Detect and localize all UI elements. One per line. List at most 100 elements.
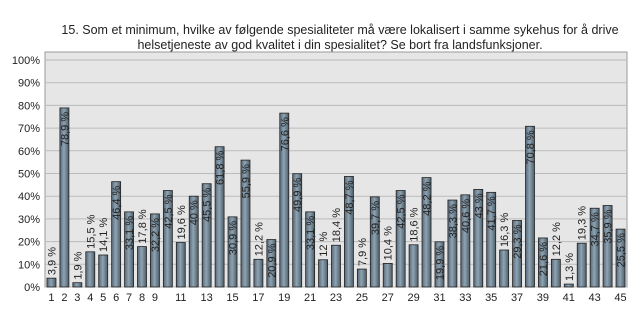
value-label: 18,4 %	[331, 208, 343, 242]
value-label: 41,7 %	[486, 196, 498, 230]
x-tick-label: 31	[433, 292, 445, 304]
y-tick-label: 60%	[18, 146, 40, 158]
bar	[137, 246, 147, 288]
x-tick-label: 3	[74, 292, 80, 304]
bar	[253, 258, 264, 288]
value-label: 29,3 %	[512, 224, 524, 258]
value-label: 1,9 %	[72, 251, 84, 279]
x-tick-label: 29	[407, 292, 419, 304]
x-tick-label: 41	[563, 292, 575, 304]
x-tick-label: 33	[459, 292, 471, 304]
x-tick-label: 45	[614, 292, 626, 304]
value-label: 39,7 %	[370, 201, 382, 235]
value-label: 46,4 %	[111, 185, 123, 219]
bar	[292, 173, 303, 288]
bar	[188, 195, 199, 288]
value-label: 33,1 %	[305, 216, 317, 250]
y-tick-label: 20%	[18, 237, 40, 249]
value-label: 21,6 %	[538, 242, 550, 276]
y-tick-label: 10%	[18, 259, 40, 271]
bar	[111, 181, 122, 288]
bar	[395, 190, 406, 288]
bar	[240, 159, 251, 288]
bar	[525, 125, 535, 288]
y-tick-label: 100%	[12, 55, 40, 67]
bar	[318, 259, 328, 288]
value-label: 19,6 %	[176, 205, 188, 239]
bar	[408, 244, 419, 288]
bar	[486, 191, 497, 288]
x-tick-label: 7	[126, 292, 132, 304]
bar	[72, 282, 83, 288]
x-tick-label: 11	[175, 292, 186, 304]
x-tick-label: 21	[304, 292, 316, 304]
value-label: 38,3 %	[447, 204, 459, 238]
bar	[434, 241, 445, 288]
bar	[499, 249, 510, 288]
bar	[563, 283, 574, 288]
bar	[227, 216, 238, 288]
bar	[305, 211, 316, 288]
value-label: 12,2 %	[253, 222, 265, 256]
bar	[214, 146, 225, 288]
x-tick-label: 9	[152, 292, 158, 304]
bar	[279, 112, 290, 288]
bar	[162, 190, 173, 288]
value-label: 78,9 %	[59, 112, 71, 146]
bar	[576, 242, 587, 288]
value-label: 12,2 %	[551, 222, 563, 256]
y-tick-label: 80%	[18, 100, 40, 112]
y-tick-label: 70%	[18, 123, 40, 135]
bar	[344, 176, 354, 288]
value-label: 40 %	[189, 200, 201, 225]
x-tick-label: 5	[100, 292, 106, 304]
bar	[538, 237, 548, 288]
x-tick-label: 4	[87, 292, 93, 304]
x-tick-label: 15	[226, 292, 238, 304]
value-label: 61,8 %	[215, 150, 227, 184]
value-label: 48,2 %	[422, 181, 434, 215]
value-label: 1,3 %	[564, 253, 576, 281]
value-label: 49,9 %	[292, 178, 304, 212]
bar	[473, 188, 484, 288]
y-tick-label: 90%	[18, 78, 40, 90]
value-label: 14,1 %	[98, 218, 110, 252]
x-tick-label: 19	[278, 292, 290, 304]
bar	[46, 277, 57, 288]
value-label: 55,9 %	[240, 164, 252, 198]
value-label: 19,9 %	[434, 246, 446, 280]
value-label: 42,5 %	[163, 194, 175, 228]
bar	[124, 211, 134, 288]
value-label: 10,4 %	[383, 226, 395, 260]
bar	[150, 213, 160, 288]
value-label: 32,2 %	[150, 218, 162, 252]
value-label: 30,9 %	[228, 221, 240, 255]
bar	[175, 242, 186, 288]
y-tick-label: 50%	[18, 169, 40, 181]
bar	[512, 220, 522, 288]
x-tick-label: 35	[485, 292, 497, 304]
bar	[356, 268, 367, 288]
x-tick-label: 25	[356, 292, 368, 304]
value-label: 43 %	[473, 193, 485, 218]
x-tick-label: 43	[589, 292, 601, 304]
value-label: 18,6 %	[409, 207, 421, 241]
chart-title: 15. Som et minimum, hvilke av følgende s…	[61, 23, 618, 37]
x-tick-label: 6	[113, 292, 119, 304]
bar	[602, 205, 613, 288]
chart-title: helsetjeneste av god kvalitet i din spes…	[137, 38, 542, 52]
value-label: 76,6 %	[279, 117, 291, 151]
value-label: 25,5 %	[616, 233, 628, 267]
value-label: 19,3 %	[577, 206, 589, 240]
x-tick-label: 1	[48, 292, 54, 304]
x-tick-label: 8	[139, 292, 145, 304]
bar	[266, 239, 277, 288]
value-label: 35,9 %	[603, 209, 615, 243]
value-label: 17,8 %	[137, 209, 149, 243]
bar	[331, 244, 341, 288]
bar	[421, 177, 432, 288]
bar	[382, 262, 393, 288]
value-label: 7,9 %	[357, 238, 369, 266]
bar	[550, 258, 561, 288]
